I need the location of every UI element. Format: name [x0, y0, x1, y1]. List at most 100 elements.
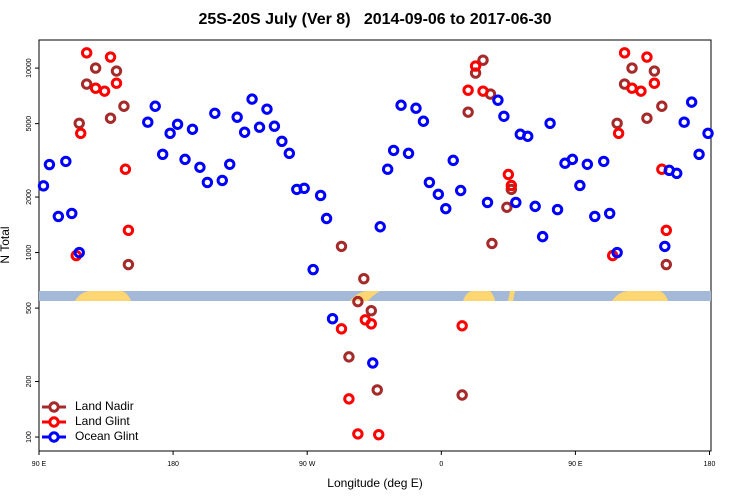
data-point	[201, 176, 214, 189]
data-point	[551, 203, 564, 216]
data-point	[505, 179, 518, 192]
x-tick-label: 180	[704, 461, 716, 468]
data-point	[238, 126, 251, 138]
data-point	[104, 112, 117, 124]
data-point	[164, 127, 176, 140]
data-point	[481, 196, 494, 209]
data-point	[194, 161, 206, 173]
data-point	[253, 121, 266, 133]
data-point	[381, 163, 394, 175]
data-point	[118, 100, 130, 112]
data-point	[522, 130, 534, 142]
data-point	[611, 246, 623, 259]
data-point	[641, 51, 653, 63]
data-point	[171, 118, 184, 130]
data-point	[529, 200, 541, 213]
data-point	[462, 84, 474, 96]
data-point	[352, 428, 364, 440]
data-point	[110, 77, 123, 89]
data-point	[352, 295, 364, 308]
x-axis-label: Longitude (deg E)	[327, 476, 422, 490]
data-point	[502, 168, 515, 181]
legend-marker	[48, 401, 60, 413]
data-point	[119, 163, 132, 175]
data-point	[335, 240, 348, 253]
data-point	[98, 85, 111, 97]
data-point	[374, 221, 386, 233]
data-point	[52, 210, 65, 223]
data-point	[456, 320, 468, 332]
y-tick-label: 5000	[26, 116, 33, 132]
legend-label: Ocean Glint	[75, 429, 139, 443]
data-point	[469, 60, 482, 72]
data-point	[510, 196, 522, 209]
data-point	[298, 182, 310, 195]
data-point	[432, 188, 445, 200]
data-point	[603, 207, 616, 220]
data-point	[268, 120, 281, 132]
data-point	[440, 202, 452, 215]
x-tick-label: 90 E	[32, 461, 47, 468]
data-point	[43, 158, 56, 171]
chart-title: 25S-20S July (Ver 8) 2014-09-06 to 2017-…	[198, 11, 551, 28]
data-point	[447, 154, 459, 167]
y-tick-label: 200	[26, 376, 33, 388]
data-point	[410, 102, 422, 114]
data-point	[581, 158, 594, 170]
data-point	[402, 147, 415, 160]
land-strip	[508, 291, 515, 301]
data-point	[246, 93, 258, 105]
data-point	[626, 82, 638, 94]
data-point	[326, 312, 339, 325]
x-tick-label: 90 W	[299, 461, 316, 468]
data-point	[505, 183, 518, 196]
plot-frame	[38, 39, 712, 452]
y-tick-label: 1000	[26, 245, 33, 261]
data-point	[80, 78, 93, 90]
data-point	[343, 351, 355, 363]
legend-marker	[48, 431, 60, 443]
data-point	[454, 184, 467, 197]
y-tick-label: 500	[26, 302, 33, 314]
data-point	[261, 103, 273, 115]
land-strip	[463, 291, 495, 301]
data-point	[179, 153, 191, 166]
data-point	[423, 176, 436, 189]
data-point	[343, 393, 355, 405]
data-point	[477, 54, 489, 66]
map-strip	[39, 291, 711, 301]
data-point	[574, 179, 586, 192]
data-point	[660, 224, 672, 237]
data-point	[149, 100, 161, 112]
data-point	[498, 110, 510, 122]
data-point	[75, 127, 87, 140]
legend-label: Land Glint	[75, 414, 130, 428]
data-point	[60, 155, 72, 168]
data-point	[89, 62, 102, 74]
data-point	[456, 389, 468, 401]
data-point	[186, 123, 199, 135]
legend-label: Land Nadir	[75, 399, 134, 413]
data-point	[648, 77, 661, 89]
data-point	[417, 115, 430, 127]
data-point	[89, 82, 102, 94]
data-point	[73, 117, 85, 130]
data-point	[367, 357, 379, 369]
data-point	[544, 117, 556, 130]
data-point	[122, 224, 135, 237]
x-tick-label: 180	[167, 461, 179, 468]
x-tick-label: 0	[439, 461, 443, 468]
data-point	[365, 318, 377, 330]
data-point	[122, 258, 135, 271]
data-point	[685, 96, 698, 108]
data-point	[536, 230, 549, 243]
data-point	[142, 116, 154, 128]
data-point	[589, 210, 601, 223]
data-point	[693, 148, 705, 160]
y-tick-label: 10000	[26, 58, 33, 78]
data-point	[598, 155, 610, 168]
data-point	[335, 323, 348, 335]
data-point	[618, 47, 631, 59]
data-point	[373, 428, 385, 441]
